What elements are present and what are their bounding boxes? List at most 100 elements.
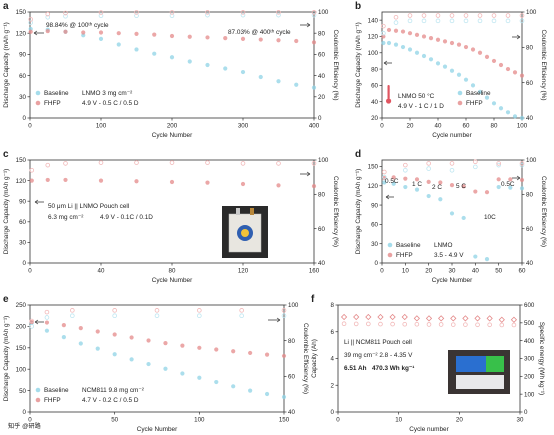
data-point — [311, 40, 317, 45]
legend-marker — [457, 90, 463, 96]
y2-tick-label: 60 — [318, 52, 325, 59]
data-point — [491, 13, 497, 18]
data-point — [294, 38, 299, 44]
data-point — [473, 164, 478, 170]
y-tick-label: 150 — [16, 345, 27, 352]
data-point — [152, 51, 157, 56]
data-point — [442, 39, 448, 44]
data-point — [426, 166, 431, 171]
y-tick-label: 120 — [368, 34, 379, 41]
data-point — [414, 50, 420, 55]
x-tick-label: 50 — [495, 268, 502, 275]
data-point — [463, 13, 469, 18]
data-point — [449, 161, 455, 166]
data-point — [473, 159, 478, 165]
y2-tick-label: 60 — [526, 226, 533, 233]
data-point — [276, 38, 281, 43]
data-point — [154, 313, 160, 319]
data-point — [112, 352, 117, 357]
data-point — [311, 85, 317, 90]
y-tick-label: 90 — [19, 52, 26, 59]
data-point — [239, 313, 244, 319]
data-point — [435, 37, 441, 42]
y-tick-label: 250 — [16, 302, 27, 309]
data-point — [197, 308, 202, 313]
data-point — [98, 160, 104, 165]
y-tick-label: 150 — [16, 157, 27, 164]
x-tick-label: 20 — [407, 123, 414, 130]
data-point — [389, 313, 396, 321]
annotation-specific-energy: 470.3 Wh kg⁻¹ — [372, 365, 414, 372]
annotation-cell-type: Li || NCM811 Pouch cell — [344, 339, 412, 346]
x-tick-label: 160 — [309, 268, 320, 275]
x-axis-label: Cycle Number — [152, 277, 193, 284]
data-point — [45, 177, 50, 183]
data-point — [393, 14, 399, 20]
y2-tick-label: 80 — [288, 338, 295, 345]
data-point — [470, 83, 476, 88]
data-point — [197, 313, 202, 319]
legend-note: 4.9 V - 0.5 C / 0.5 D — [82, 100, 139, 107]
data-point — [496, 177, 501, 182]
right-axis-arrow — [268, 317, 281, 323]
data-point — [484, 257, 490, 262]
data-point — [63, 177, 68, 183]
y-axis-label: Discharge Capacity (mAh g⁻¹) — [3, 169, 10, 254]
data-point — [461, 184, 466, 189]
data-point — [205, 35, 210, 40]
x-axis-label: Cycle number — [432, 132, 472, 139]
y-tick-label: 30 — [19, 94, 26, 101]
y2-tick-label: 80 — [526, 45, 533, 52]
y2-tick-label: 500 — [524, 320, 535, 327]
legend-marker — [35, 387, 41, 393]
data-point — [407, 13, 413, 18]
data-point — [134, 179, 139, 184]
y2-tick-label: 80 — [318, 30, 325, 37]
data-point — [205, 62, 210, 68]
data-point — [519, 162, 525, 168]
data-point — [63, 161, 68, 166]
thermometer-bulb — [386, 98, 392, 104]
data-point — [414, 32, 420, 37]
data-point — [197, 345, 202, 350]
data-point — [98, 178, 104, 183]
data-point — [428, 57, 434, 62]
legend-entry: Baseline — [396, 242, 421, 249]
y2-tick-label: 400 — [524, 338, 535, 345]
y2-tick-label: 80 — [526, 192, 533, 199]
y2-tick-label: 100 — [526, 9, 537, 16]
x-tick-label: 30 — [517, 417, 524, 424]
y-tick-label: 0 — [331, 409, 335, 416]
data-point — [401, 313, 408, 321]
data-point — [63, 13, 68, 19]
data-point — [28, 20, 34, 25]
x-tick-label: 300 — [238, 123, 249, 130]
y-tick-label: 120 — [16, 178, 27, 185]
panel-b-series — [381, 13, 525, 121]
data-point — [438, 322, 444, 327]
data-point — [463, 322, 468, 327]
data-point — [381, 30, 386, 36]
data-point — [403, 168, 408, 173]
data-point — [421, 53, 427, 59]
data-point — [163, 366, 168, 371]
y-tick-label: 60 — [19, 73, 26, 80]
data-point — [61, 335, 66, 340]
data-point — [240, 161, 246, 166]
thermometer-icon — [387, 85, 390, 99]
legend-marker — [35, 100, 41, 106]
data-point — [400, 44, 406, 50]
data-point — [169, 179, 175, 185]
pouch-cell-tab — [250, 208, 254, 215]
legend-marker — [35, 397, 41, 403]
data-point — [428, 35, 434, 41]
legend-note: 4.7 V - 0.2 C / 0.5 D — [82, 397, 139, 404]
y-tick-label: 40 — [371, 99, 378, 106]
y2-tick-label: 40 — [526, 260, 533, 267]
annotation-400th-cycle: 87.03% @ 400ᵗʰ cycle — [228, 29, 291, 36]
y-tick-label: 6 — [331, 329, 335, 336]
legend-entry: FHFP — [44, 100, 61, 107]
left-axis-arrow — [383, 60, 392, 66]
data-point — [505, 18, 511, 24]
y-axis-label: Discharge Capacity (mAh g⁻¹) — [3, 22, 10, 107]
